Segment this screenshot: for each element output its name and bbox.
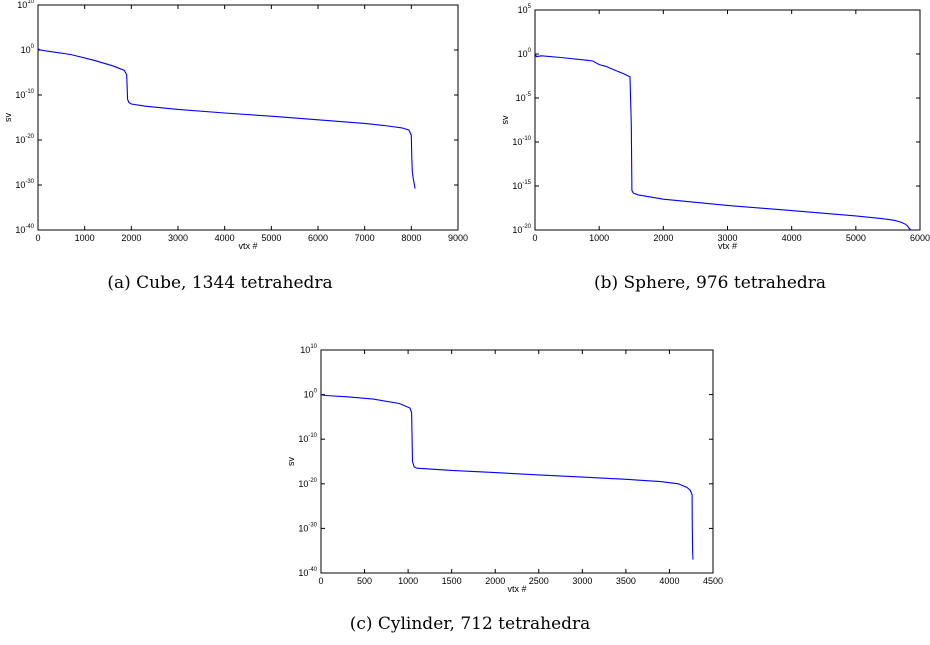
x-tick-label: 0 bbox=[35, 233, 40, 243]
chart-panel-b: 0 1000 2000 3000 4000 5000 6000 10-20 10-15 10-10… bbox=[480, 0, 930, 250]
y-tick-label: 10-10 bbox=[512, 136, 531, 147]
series-line bbox=[321, 395, 693, 560]
y-tick-label: 10-30 bbox=[15, 179, 34, 190]
x-tick-label: 1000 bbox=[589, 233, 609, 243]
y-tick-label: 100 bbox=[21, 44, 35, 55]
x-tick-label: 2000 bbox=[121, 233, 141, 243]
x-tick-label: 0 bbox=[318, 576, 323, 586]
x-tick-label: 1500 bbox=[442, 576, 462, 586]
x-tick-label: 7000 bbox=[355, 233, 375, 243]
y-tick-label: 10-5 bbox=[516, 92, 532, 103]
x-axis-label: vtx # bbox=[238, 241, 257, 251]
y-tick-label: 100 bbox=[304, 389, 318, 400]
y-tick-label: 100 bbox=[518, 48, 532, 59]
x-axis-label: vtx # bbox=[507, 584, 526, 594]
chart-b: 0 1000 2000 3000 4000 5000 600010-2010-1510-10… bbox=[480, 0, 930, 250]
y-tick-label: 10-30 bbox=[298, 522, 317, 533]
y-axis-label: sv bbox=[3, 113, 13, 123]
chart-c: 0 500 1000 1500 2000 2500 3000 3500 4000 4500 10-4… bbox=[270, 335, 730, 595]
x-tick-label: 6000 bbox=[910, 233, 930, 243]
chart-panel-c: 0 500 1000 1500 2000 2500 3000 3500 4000 4500 10-4… bbox=[270, 335, 730, 595]
x-tick-label: 5000 bbox=[846, 233, 866, 243]
x-tick-label: 4000 bbox=[215, 233, 235, 243]
y-tick-label: 10-15 bbox=[512, 180, 531, 191]
series-line bbox=[38, 48, 415, 189]
x-tick-label: 9000 bbox=[448, 233, 468, 243]
x-tick-label: 3500 bbox=[616, 576, 636, 586]
x-tick-label: 2500 bbox=[529, 576, 549, 586]
y-tick-label: 10-40 bbox=[15, 224, 34, 235]
x-tick-label: 4000 bbox=[782, 233, 802, 243]
y-tick-label: 105 bbox=[518, 4, 532, 15]
x-tick-label: 500 bbox=[357, 576, 372, 586]
x-tick-label: 5000 bbox=[261, 233, 281, 243]
x-tick-label: 1000 bbox=[398, 576, 418, 586]
y-tick-label: 10-10 bbox=[298, 433, 317, 444]
x-tick-label: 1000 bbox=[75, 233, 95, 243]
y-tick-label: 10-20 bbox=[298, 478, 317, 489]
chart-panel-a: 0 1000 2000 3000 4000 5000 6000 7000 8000 9000 10-… bbox=[0, 0, 470, 250]
x-axis-label: vtx # bbox=[718, 241, 737, 251]
y-tick-label: 10-20 bbox=[512, 224, 531, 235]
series-line bbox=[535, 53, 911, 230]
y-tick-label: 10-20 bbox=[15, 134, 34, 145]
y-tick-label: 1010 bbox=[17, 0, 34, 10]
plot-frame bbox=[38, 5, 458, 230]
caption-b: (b) Sphere, 976 tetrahedra bbox=[570, 273, 850, 293]
x-tick-label: 0 bbox=[532, 233, 537, 243]
x-tick-label: 3000 bbox=[572, 576, 592, 586]
y-axis-label: sv bbox=[500, 115, 510, 125]
plot-frame bbox=[321, 350, 713, 573]
y-tick-label: 1010 bbox=[300, 344, 317, 355]
y-axis-label: sv bbox=[286, 457, 296, 467]
plot-frame bbox=[535, 10, 920, 230]
x-tick-label: 3000 bbox=[168, 233, 188, 243]
y-tick-label: 10-40 bbox=[298, 567, 317, 578]
x-tick-label: 4500 bbox=[703, 576, 723, 586]
x-tick-label: 4000 bbox=[659, 576, 679, 586]
y-tick-label: 10-10 bbox=[15, 89, 34, 100]
caption-a: (a) Cube, 1344 tetrahedra bbox=[85, 273, 355, 293]
x-tick-label: 6000 bbox=[308, 233, 328, 243]
x-tick-label: 2000 bbox=[485, 576, 505, 586]
chart-a: 0 1000 2000 3000 4000 5000 6000 7000 8000 9000 10-… bbox=[0, 0, 470, 250]
caption-c: (c) Cylinder, 712 tetrahedra bbox=[330, 614, 610, 634]
x-tick-label: 2000 bbox=[653, 233, 673, 243]
x-tick-label: 8000 bbox=[401, 233, 421, 243]
